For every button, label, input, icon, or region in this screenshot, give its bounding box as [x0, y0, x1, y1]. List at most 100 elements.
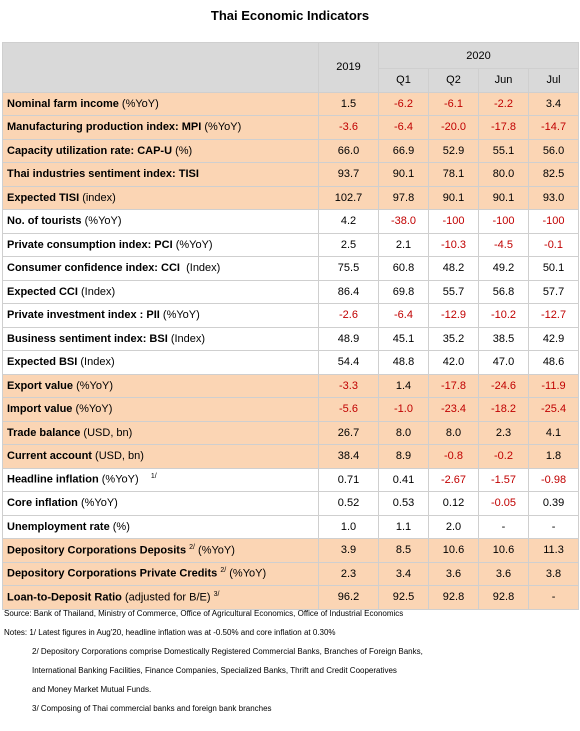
indicator-name: Core inflation [7, 497, 78, 510]
indicator-unit: (%YoY) [72, 403, 113, 416]
footnote-marker: 1/ [150, 473, 157, 481]
indicator-label: Capacity utilization rate: CAP-U (%) [2, 138, 319, 163]
table-cell: 3.6 [428, 561, 479, 586]
table-cell: -2.67 [428, 467, 479, 492]
note-3: 3/ Composing of Thai commercial banks an… [32, 704, 272, 713]
table-cell: 92.5 [378, 585, 429, 610]
table-row: Current account (USD, bn) 38.4 8.9 -0.8 -0.2… [2, 444, 580, 469]
indicator-name: Headline inflation [7, 474, 99, 487]
table-cell: -2.6 [318, 303, 379, 328]
table-cell: 96.2 [318, 585, 379, 610]
indicator-name: Expected BSI [7, 356, 78, 369]
table-row: Consumer confidence index: CCI (Index) 75… [2, 256, 580, 281]
indicator-unit: (%) [109, 520, 130, 533]
indicators-table: 2019 2020 Q1 Q2 Jun Jul Nominal farm inc… [2, 42, 580, 610]
note-2b: International Banking Facilities, Financ… [32, 666, 397, 675]
table-row: Thai industries sentiment index: TISI 93.… [2, 162, 580, 187]
table-cell: 2.5 [318, 232, 379, 257]
table-cell: -3.3 [318, 373, 379, 398]
table-cell: -23.4 [428, 397, 479, 422]
header-jul: Jul [527, 68, 580, 93]
indicator-label: Nominal farm income (%YoY) [2, 91, 319, 116]
table-row: Capacity utilization rate: CAP-U (%) 66.0… [2, 138, 580, 163]
table-cell: 42.9 [527, 326, 580, 351]
table-cell: 92.8 [478, 585, 529, 610]
indicator-name: Private investment index : PII [7, 309, 160, 322]
indicator-label: Unemployment rate (%) [2, 514, 319, 539]
indicator-label: Headline inflation (%YoY) 1/ [2, 467, 319, 492]
table-cell: -1.0 [378, 397, 429, 422]
table-cell: 102.7 [318, 185, 379, 210]
header-jun: Jun [478, 68, 529, 93]
indicator-unit: (%YoY) [73, 379, 113, 392]
table-cell: 8.0 [378, 420, 429, 445]
table-cell: -38.0 [378, 209, 429, 234]
indicator-name: Expected CCI [7, 285, 78, 298]
table-cell: 0.52 [318, 491, 379, 516]
indicator-unit: (%YoY) [118, 97, 159, 110]
table-cell: 4.2 [318, 209, 379, 234]
indicator-label: Export value (%YoY) [2, 373, 319, 398]
table-cell: -0.8 [428, 444, 479, 469]
table-cell: -2.2 [478, 91, 529, 116]
table-cell: -6.2 [378, 91, 429, 116]
table-row: Nominal farm income (%YoY) 1.5 -6.2 -6.1 -2.… [2, 91, 580, 116]
table-cell: -12.9 [428, 303, 479, 328]
table-cell: 0.53 [378, 491, 429, 516]
indicator-name: Business sentiment index: BSI [7, 332, 168, 345]
table-cell: 55.7 [428, 279, 479, 304]
indicator-label: Current account (USD, bn) [2, 444, 319, 469]
table-cell: -0.98 [527, 467, 580, 492]
table-cell: 38.5 [478, 326, 529, 351]
indicator-unit: (%YoY) [172, 238, 213, 251]
indicator-name: No. of tourists [7, 215, 82, 228]
table-cell: 1.1 [378, 514, 429, 539]
indicator-name: Export value [7, 379, 74, 392]
footnote-marker: 2/ [189, 543, 195, 551]
table-cell: 10.6 [428, 538, 479, 563]
table-cell: 2.3 [318, 561, 379, 586]
table-cell: 8.5 [378, 538, 429, 563]
table-cell: 66.0 [318, 138, 379, 163]
table-cell: -6.1 [428, 91, 479, 116]
table-cell: -5.6 [318, 397, 379, 422]
table-cell: -17.8 [478, 115, 529, 140]
header-2020: 2020 [377, 42, 580, 69]
indicator-unit: (USD, bn) [91, 450, 144, 463]
indicator-name: Current account [7, 450, 92, 463]
table-cell: -1.57 [478, 467, 529, 492]
table-cell: -100 [428, 209, 479, 234]
table-row: Import value (%YoY) -5.6 -1.0 -23.4 -18.2 -25… [2, 397, 580, 422]
indicator-unit: (Index) [77, 356, 115, 369]
table-cell: 57.7 [527, 279, 580, 304]
table-cell: 3.9 [318, 538, 379, 563]
indicator-label: Business sentiment index: BSI (Index) [2, 326, 319, 351]
table-cell: 80.0 [478, 162, 529, 187]
table-cell: 1.4 [378, 373, 429, 398]
table-cell: 0.39 [527, 491, 580, 516]
table-cell: 90.1 [478, 185, 529, 210]
note-1: Notes: 1/ Latest figures in Aug'20, head… [4, 628, 336, 637]
footnotes: Source: Bank of Thailand, Ministry of Co… [4, 608, 576, 722]
indicator-label: Consumer confidence index: CCI (Index) [2, 256, 319, 281]
indicator-unit: (%YoY) [81, 215, 122, 228]
table-cell: 2.1 [378, 232, 429, 257]
header-q2: Q2 [428, 68, 479, 93]
table-cell: -20.0 [428, 115, 479, 140]
indicator-label: Expected BSI (Index) [2, 350, 319, 375]
table-row: Expected TISI (index) 102.7 97.8 90.1 90.1 93… [2, 185, 580, 210]
table-cell: 0.12 [428, 491, 479, 516]
table-cell: 45.1 [378, 326, 429, 351]
footnote-marker: 3/ [213, 590, 220, 598]
table-cell: 50.1 [527, 256, 580, 281]
table-row: Core inflation (%YoY) 0.52 0.53 0.12 -0.05 0.… [2, 491, 580, 516]
indicator-label: Import value (%YoY) [2, 397, 319, 422]
table-cell: 3.8 [527, 561, 580, 586]
header-2019: 2019 [318, 42, 379, 93]
table-cell: -18.2 [478, 397, 529, 422]
table-row: Depository Corporations Deposits 2/ (%Yo… [2, 538, 580, 563]
indicator-label: Depository Corporations Deposits 2/ (%Yo… [2, 538, 319, 563]
table-row: Unemployment rate (%) 1.0 1.1 2.0- - [2, 514, 580, 539]
table-cell: -0.2 [478, 444, 529, 469]
table-cell: 3.4 [527, 91, 580, 116]
